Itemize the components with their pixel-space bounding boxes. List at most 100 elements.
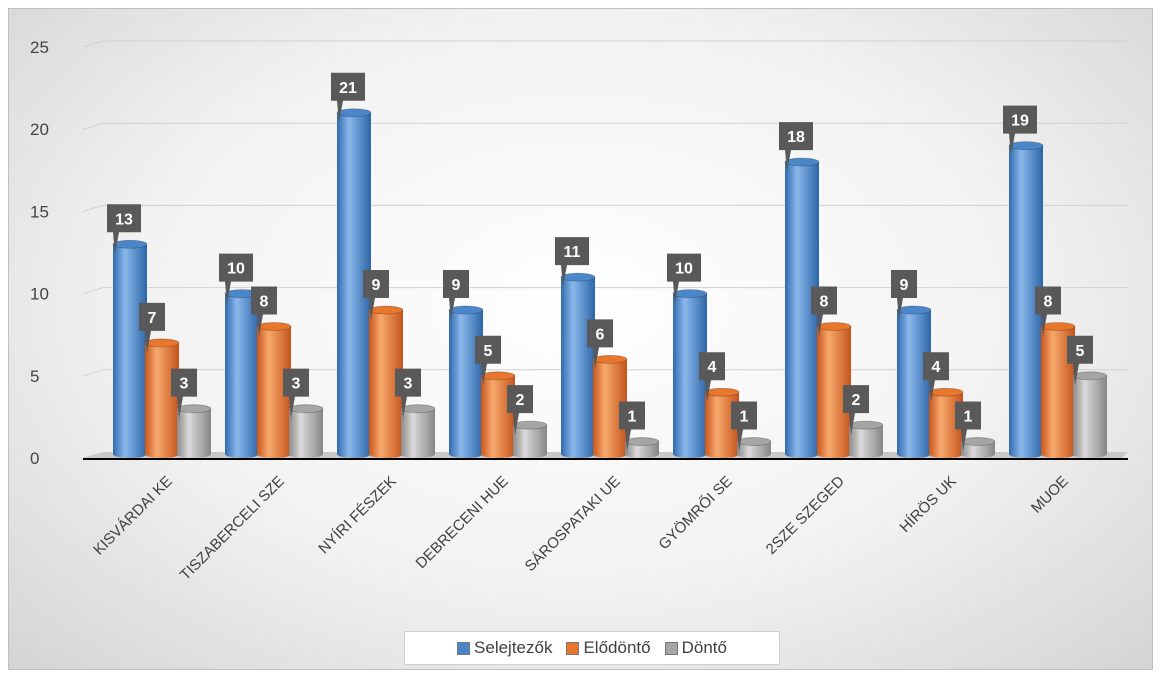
legend-swatch <box>566 641 580 655</box>
bar <box>177 408 211 458</box>
bar-cap <box>816 322 852 331</box>
data-label-callout <box>843 385 869 436</box>
bar-cap <box>848 420 884 430</box>
data-label: 4 <box>932 359 941 376</box>
bar-cap <box>704 387 740 397</box>
data-label: 18 <box>787 129 805 146</box>
bar-cap <box>512 420 548 430</box>
legend-entry: Döntő <box>664 638 727 658</box>
bar <box>593 359 627 458</box>
bar-cap <box>256 322 292 331</box>
bar <box>449 310 483 458</box>
bar <box>849 425 883 458</box>
y-tick-label: 15 <box>30 202 49 221</box>
bar-cap <box>1008 141 1044 151</box>
gridline-depth <box>82 40 104 48</box>
data-label-callout <box>923 352 949 403</box>
data-label: 5 <box>1076 343 1085 360</box>
data-label: 2 <box>852 392 861 409</box>
data-label-callout <box>811 286 837 337</box>
y-tick-label: 10 <box>30 285 49 304</box>
data-label-callout <box>363 270 389 321</box>
bar-cap <box>144 338 180 348</box>
bar <box>785 162 819 458</box>
y-tick-label: 25 <box>30 38 49 57</box>
data-label-callout <box>619 401 645 452</box>
data-label-callout <box>891 270 917 321</box>
bar <box>705 392 739 458</box>
bar-cap <box>336 108 372 118</box>
data-label-callout <box>555 237 589 288</box>
bar <box>1009 145 1043 458</box>
bar-cap <box>288 404 324 414</box>
data-label: 3 <box>180 376 189 393</box>
data-label: 13 <box>115 211 133 228</box>
data-label-callout <box>587 319 613 370</box>
bar <box>673 293 707 458</box>
data-label-callout <box>475 335 501 386</box>
bar-cap <box>560 272 596 282</box>
data-label: 2 <box>516 392 525 409</box>
bar <box>337 112 371 458</box>
bar-cap <box>480 371 516 381</box>
bar <box>513 425 547 458</box>
bar-cap <box>736 437 772 446</box>
data-label: 7 <box>148 310 157 327</box>
data-label: 9 <box>372 277 381 294</box>
bar <box>369 310 403 458</box>
bar-cap <box>624 437 660 446</box>
category-label: GYÖMRŐI SE <box>655 472 736 553</box>
legend-swatch <box>664 641 678 655</box>
bar <box>625 441 659 458</box>
legend-label: Döntő <box>681 638 727 657</box>
bar-cap <box>1072 371 1108 381</box>
bar-cap <box>400 404 436 414</box>
data-label-callout <box>1035 286 1061 337</box>
bar <box>561 277 595 458</box>
category-label: TISZABERCELI SZE <box>177 473 288 584</box>
bar <box>113 244 147 458</box>
data-label-callout <box>171 368 197 419</box>
data-label-callout <box>219 253 253 304</box>
data-label: 1 <box>740 409 749 426</box>
data-label-callout <box>331 72 365 123</box>
bar-cap <box>960 437 996 446</box>
data-label-callout <box>667 253 701 304</box>
bar <box>401 408 435 458</box>
data-label: 1 <box>628 409 637 426</box>
bar-cap <box>176 404 212 414</box>
data-label: 19 <box>1011 113 1029 130</box>
y-tick-label: 20 <box>30 120 49 139</box>
bar <box>1041 326 1075 458</box>
legend-entry: Elődöntő <box>566 638 651 658</box>
data-label: 9 <box>452 277 461 294</box>
data-label: 1 <box>964 409 973 426</box>
bar <box>817 326 851 458</box>
data-label-callout <box>1067 335 1093 386</box>
data-label: 8 <box>820 293 829 310</box>
bar-cap <box>112 239 148 249</box>
data-label: 11 <box>564 244 581 261</box>
data-label-callout <box>395 368 421 419</box>
bar-cap <box>896 305 932 315</box>
gridline-depth <box>82 122 104 130</box>
bar <box>289 408 323 458</box>
bar-cap <box>1040 322 1076 331</box>
bar <box>1073 375 1107 458</box>
bar <box>737 441 771 458</box>
bar <box>225 293 259 458</box>
bar <box>257 326 291 458</box>
data-label-callout <box>1003 105 1037 156</box>
data-label-callout <box>139 302 165 353</box>
legend-entry: Selejtezők <box>457 638 552 658</box>
gridline-depth <box>82 204 104 212</box>
data-label-callout <box>779 122 813 173</box>
legend: Selejtezők Elődöntő Döntő <box>404 631 780 665</box>
gridline-depth <box>82 287 104 295</box>
bar-cap <box>784 157 820 167</box>
bar-cap <box>448 305 484 315</box>
bar-cap <box>592 354 628 364</box>
data-label: 6 <box>596 326 605 343</box>
legend-swatch <box>457 641 471 655</box>
category-label: MUOE <box>1028 473 1072 517</box>
